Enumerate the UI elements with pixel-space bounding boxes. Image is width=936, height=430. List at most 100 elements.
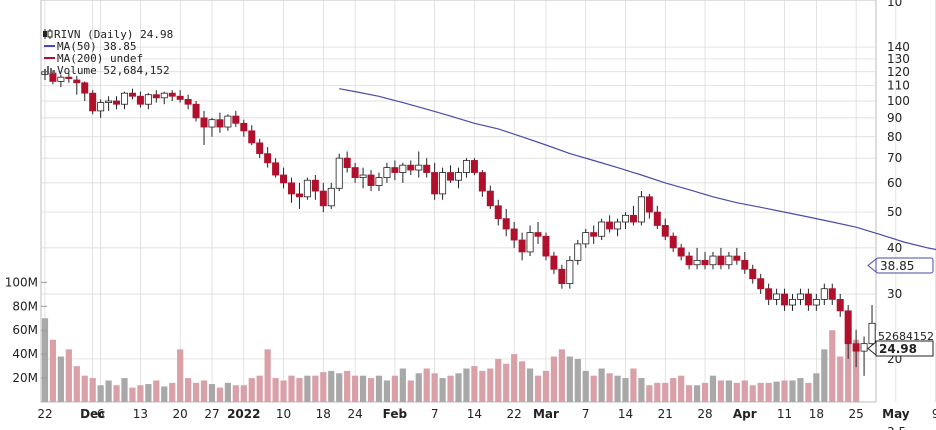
candle-body (200, 117, 208, 128)
candle-body (97, 102, 105, 112)
volume-bar (717, 380, 725, 402)
volume-bar (574, 358, 581, 402)
volume-bar (399, 368, 406, 402)
volume-bar (161, 386, 168, 402)
candle (407, 160, 415, 176)
candle-body (685, 255, 693, 266)
candle (120, 91, 129, 110)
volume-bar (185, 378, 192, 402)
volume-bar (487, 368, 494, 402)
candle (478, 170, 486, 197)
candle (319, 182, 327, 213)
volume-bar (654, 382, 661, 402)
candle (606, 215, 614, 233)
volume-bar (526, 368, 534, 402)
candle-body (669, 235, 677, 249)
legend-volume: Volume 52,684,152 (57, 64, 170, 77)
candle (494, 199, 502, 226)
date-tick-label: 2022 (227, 407, 260, 421)
candle (844, 305, 852, 359)
candle-body (184, 98, 192, 105)
candle-body (248, 130, 256, 144)
candle-body (701, 259, 709, 266)
candle-body (49, 72, 57, 82)
candle-body (820, 288, 828, 300)
candle (765, 283, 773, 306)
candle-body (113, 100, 121, 105)
chart-legend: RIVN (Daily) 24.98 MA(50) 38.85 MA(200) … (43, 28, 173, 77)
candle-body (614, 221, 622, 230)
volume-bar (288, 375, 295, 402)
volume-bar (701, 382, 709, 402)
price-tick-label: 120 (887, 65, 910, 79)
volume-bar (662, 382, 669, 402)
volume-bar (558, 349, 565, 402)
candle-body (558, 268, 566, 285)
candle-body (439, 172, 447, 195)
candle-body (494, 205, 502, 220)
volume-bar (622, 378, 629, 402)
volume-bar (383, 380, 391, 402)
date-tick-label: 10 (276, 407, 291, 421)
candle-body (128, 92, 136, 97)
volume-bar (765, 382, 772, 402)
candle (184, 94, 192, 110)
candle-body (470, 160, 478, 173)
candle-body (502, 218, 510, 230)
candle-body (160, 92, 168, 99)
volume-bar (495, 358, 502, 402)
candle-body (168, 92, 176, 97)
candle-body (534, 232, 542, 237)
volume-bar (216, 387, 224, 402)
candle (57, 74, 65, 88)
candle-body (415, 164, 423, 171)
volume-bar (837, 356, 844, 402)
volume-bar (773, 381, 780, 402)
volume-bars (41, 318, 860, 402)
candle-body (645, 196, 653, 213)
candle (144, 93, 152, 110)
candle (200, 110, 208, 145)
volume-bar (105, 380, 112, 402)
candle-body (828, 288, 836, 300)
volume-bar (463, 368, 470, 402)
volume-bar (757, 382, 764, 402)
volume-bar (534, 375, 542, 402)
date-tick-label: 6 (97, 407, 105, 421)
candle (454, 167, 463, 189)
volume-bar (208, 384, 216, 402)
price-tick-label: 70 (887, 151, 902, 165)
volume-bar (328, 370, 335, 402)
date-tick-label: Dec (80, 407, 105, 421)
price-candles (41, 69, 876, 376)
candle (216, 112, 224, 133)
ma50-tag-pointer (867, 257, 877, 274)
candle-body (621, 214, 630, 223)
candle-body (264, 153, 272, 164)
date-tick-label: 21 (658, 407, 673, 421)
candle (669, 232, 677, 252)
candle-body (749, 268, 757, 280)
candle (685, 251, 693, 270)
price-tick-label: 110 (887, 79, 910, 93)
volume-bar (344, 370, 351, 402)
volume-bar (145, 384, 152, 402)
candle (852, 329, 860, 368)
candle (677, 243, 685, 261)
candle-body (327, 187, 335, 207)
volume-tag: 52684152 (878, 330, 934, 343)
candle (89, 90, 97, 115)
candle (836, 293, 844, 317)
date-tick-label: Mar (533, 407, 559, 421)
candle (701, 251, 709, 270)
date-tick-label: 13 (133, 407, 148, 421)
date-tick-label: Apr (733, 407, 757, 421)
volume-bar (153, 380, 160, 402)
candle (280, 167, 288, 189)
volume-bar (749, 385, 756, 402)
candle-body (804, 293, 812, 306)
candle (741, 251, 749, 274)
volume-bar (391, 375, 398, 402)
volume-bar (479, 370, 486, 402)
